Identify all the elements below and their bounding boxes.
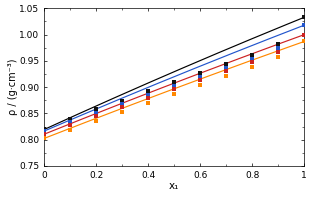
Point	[198, 75, 203, 78]
Point	[120, 99, 125, 102]
Point	[42, 132, 47, 135]
Point	[146, 90, 151, 93]
Point	[146, 93, 151, 96]
Point	[146, 101, 151, 105]
Point	[94, 108, 99, 111]
Point	[42, 129, 47, 132]
Point	[250, 53, 255, 56]
Point	[198, 79, 203, 82]
Point	[198, 71, 203, 74]
Point	[224, 62, 229, 65]
Point	[68, 117, 73, 121]
Point	[172, 88, 177, 91]
Point	[276, 55, 281, 58]
Point	[94, 111, 99, 114]
Point	[42, 128, 47, 131]
Point	[172, 81, 177, 84]
Point	[198, 83, 203, 86]
Y-axis label: ρ / (g·cm⁻³): ρ / (g·cm⁻³)	[8, 59, 18, 115]
Point	[224, 70, 229, 73]
Point	[42, 136, 47, 140]
Point	[146, 97, 151, 100]
Point	[302, 40, 307, 43]
Point	[172, 92, 177, 96]
Point	[276, 50, 281, 53]
Point	[302, 24, 307, 27]
Point	[302, 16, 307, 19]
Point	[68, 120, 73, 123]
Point	[250, 65, 255, 68]
Point	[276, 43, 281, 46]
Point	[250, 60, 255, 64]
X-axis label: x₁: x₁	[169, 181, 179, 191]
Point	[120, 102, 125, 105]
Point	[172, 85, 177, 88]
Point	[302, 33, 307, 36]
Point	[276, 47, 281, 50]
Point	[120, 110, 125, 113]
Point	[120, 106, 125, 109]
Point	[224, 74, 229, 78]
Point	[68, 128, 73, 131]
Point	[250, 57, 255, 60]
Point	[94, 119, 99, 122]
Point	[224, 66, 229, 69]
Point	[68, 124, 73, 127]
Point	[94, 114, 99, 118]
